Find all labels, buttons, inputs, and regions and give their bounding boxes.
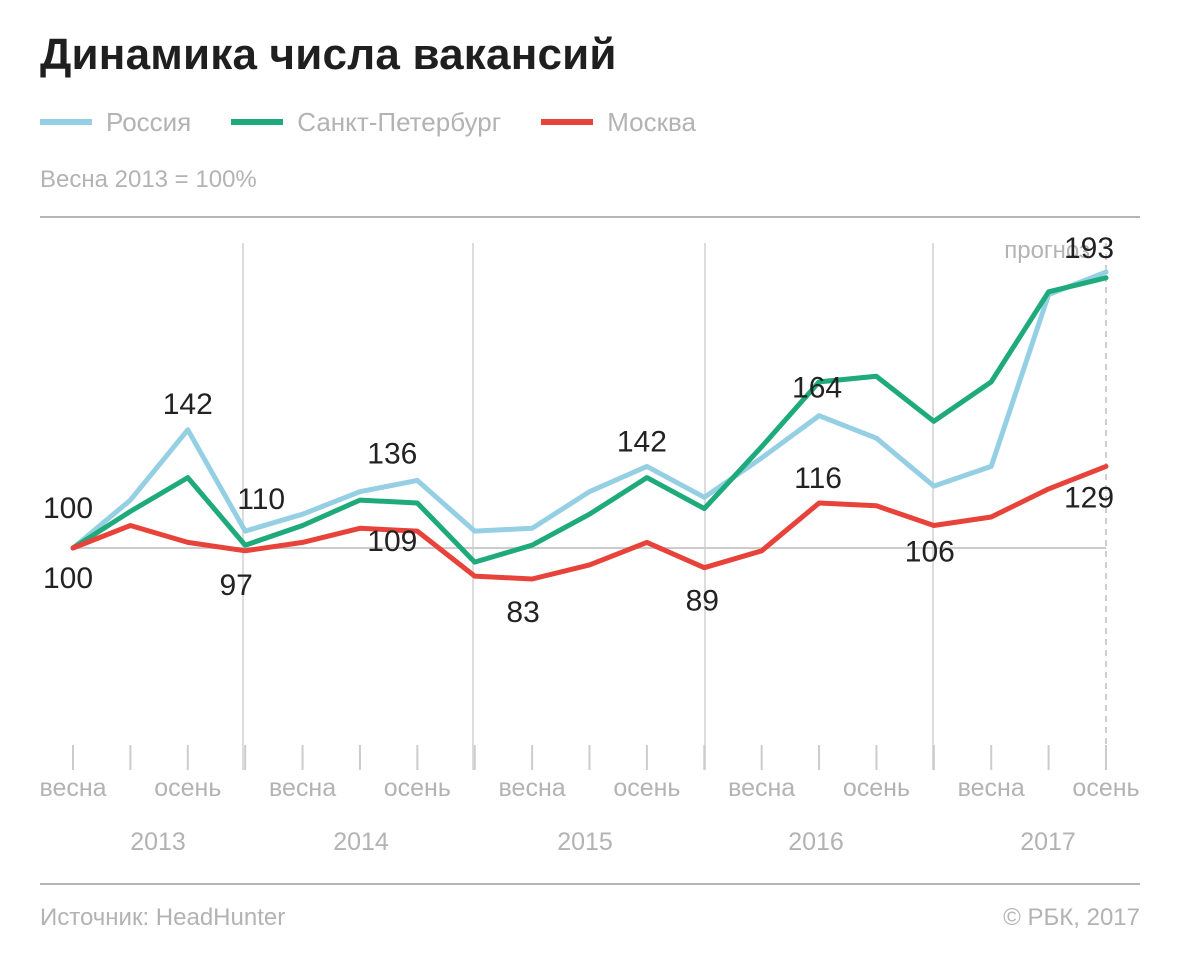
- year-label-2015: 2015: [557, 828, 613, 856]
- legend-swatch-spb: [231, 119, 284, 125]
- x-tick-label: осень: [154, 774, 221, 802]
- series-line-spb: [70, 275, 1109, 565]
- x-tick-label: весна: [728, 774, 795, 802]
- year-label-2017: 2017: [1020, 828, 1076, 856]
- x-tick-label: осень: [384, 774, 451, 802]
- data-label: 100: [43, 562, 93, 595]
- data-label: 97: [219, 569, 252, 602]
- x-tick-label: весна: [958, 774, 1025, 802]
- source-note: Источник: HeadHunter: [40, 904, 286, 931]
- legend-label-russia: Россия: [106, 106, 192, 137]
- legend-label-moscow: Москва: [607, 106, 696, 137]
- data-label: 136: [367, 437, 417, 470]
- chart-title: Динамика числа вакансий: [40, 30, 617, 79]
- line-chart: прогноз 100 100 142 110 97 136 109 83 142 89 164 116…: [39, 232, 1139, 856]
- data-label: 142: [617, 425, 667, 458]
- data-label: 116: [794, 462, 842, 495]
- bottom-divider: [40, 883, 1140, 885]
- data-label: 142: [163, 388, 213, 421]
- data-label: 109: [367, 525, 417, 558]
- x-tick-label: весна: [499, 774, 566, 802]
- year-label-2013: 2013: [130, 828, 186, 856]
- legend-label-spb: Санкт-Петербург: [297, 106, 502, 137]
- x-tick-label: осень: [1072, 774, 1139, 802]
- x-tick-label: осень: [613, 774, 680, 802]
- top-divider: [40, 216, 1140, 218]
- data-label: 89: [686, 585, 719, 618]
- x-tick-label: весна: [269, 774, 336, 802]
- series-line-russia: [70, 269, 1109, 551]
- x-tick-label: осень: [843, 774, 910, 802]
- data-label: 83: [506, 596, 539, 629]
- year-label-2014: 2014: [333, 828, 389, 856]
- data-label: 129: [1064, 481, 1114, 514]
- copyright-note: © РБК, 2017: [1003, 904, 1140, 931]
- chart-subtitle: Весна 2013 = 100%: [40, 166, 257, 193]
- forecast-label: прогноз: [1004, 237, 1090, 264]
- legend-item-spb: Санкт-Петербург: [231, 107, 501, 138]
- year-label-2016: 2016: [788, 828, 844, 856]
- data-label: 193: [1064, 232, 1114, 265]
- legend-item-moscow: Москва: [541, 107, 696, 138]
- data-label: 110: [237, 483, 285, 516]
- legend: Россия Санкт-Петербург Москва: [40, 104, 736, 140]
- series-line-moscow: [70, 463, 1109, 582]
- data-label: 164: [792, 372, 842, 405]
- legend-swatch-moscow: [541, 119, 594, 125]
- x-tick-label: весна: [39, 774, 106, 802]
- legend-swatch-russia: [40, 119, 92, 125]
- data-label: 100: [43, 492, 93, 525]
- legend-item-russia: Россия: [40, 107, 191, 138]
- data-label: 106: [905, 535, 955, 568]
